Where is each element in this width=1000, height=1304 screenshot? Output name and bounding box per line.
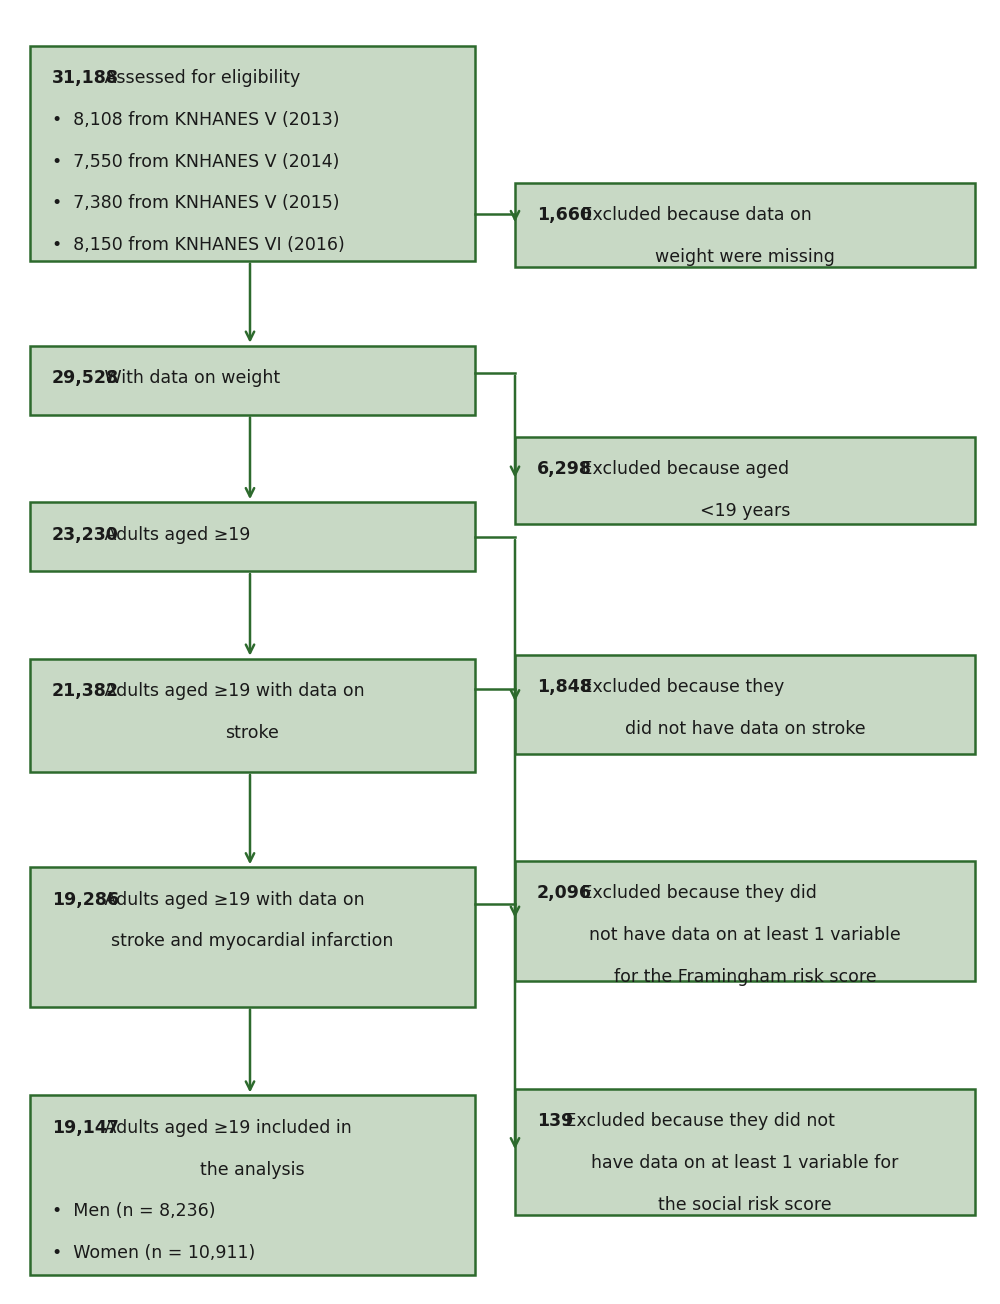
Text: 23,230: 23,230	[52, 526, 119, 544]
Text: 21,382: 21,382	[52, 682, 119, 700]
Text: •  8,108 from KNHANES V (2013): • 8,108 from KNHANES V (2013)	[52, 111, 340, 129]
Text: 1,848: 1,848	[537, 678, 592, 696]
Bar	[30, 1095, 475, 1275]
Text: •  8,150 from KNHANES VI (2016): • 8,150 from KNHANES VI (2016)	[52, 236, 345, 254]
Text: Excluded because aged: Excluded because aged	[576, 460, 789, 479]
Text: Excluded because they: Excluded because they	[576, 678, 784, 696]
Text: Adults aged ≥19 with data on: Adults aged ≥19 with data on	[99, 891, 364, 909]
Bar	[30, 867, 475, 1007]
Text: Adults aged ≥19 with data on: Adults aged ≥19 with data on	[99, 682, 364, 700]
Text: •  7,380 from KNHANES V (2015): • 7,380 from KNHANES V (2015)	[52, 194, 340, 213]
Bar	[515, 1089, 975, 1215]
Text: not have data on at least 1 variable: not have data on at least 1 variable	[589, 926, 901, 944]
Text: 29,528: 29,528	[52, 369, 119, 387]
Bar	[30, 346, 475, 415]
Text: stroke and myocardial infarction: stroke and myocardial infarction	[111, 932, 394, 951]
Bar	[515, 437, 975, 524]
Text: Adults aged ≥19: Adults aged ≥19	[99, 526, 250, 544]
Text: Assessed for eligibility: Assessed for eligibility	[99, 69, 300, 87]
Text: 1,660: 1,660	[537, 206, 592, 224]
Text: the analysis: the analysis	[200, 1161, 305, 1179]
Text: Adults aged ≥19 included in: Adults aged ≥19 included in	[99, 1119, 352, 1137]
Bar	[515, 655, 975, 754]
Text: 6,298: 6,298	[537, 460, 592, 479]
Bar	[30, 46, 475, 261]
Text: 139: 139	[537, 1112, 573, 1131]
Text: •  Men (n = 8,236): • Men (n = 8,236)	[52, 1202, 216, 1221]
Text: stroke: stroke	[226, 724, 279, 742]
Text: •  Women (n = 10,911): • Women (n = 10,911)	[52, 1244, 255, 1262]
Text: for the Framingham risk score: for the Framingham risk score	[614, 968, 876, 986]
Text: have data on at least 1 variable for: have data on at least 1 variable for	[591, 1154, 899, 1172]
Text: 19,286: 19,286	[52, 891, 119, 909]
Text: 19,147: 19,147	[52, 1119, 119, 1137]
Text: weight were missing: weight were missing	[655, 248, 835, 266]
Text: did not have data on stroke: did not have data on stroke	[625, 720, 865, 738]
Text: 31,188: 31,188	[52, 69, 119, 87]
Text: Excluded because they did not: Excluded because they did not	[560, 1112, 835, 1131]
Text: the social risk score: the social risk score	[658, 1196, 832, 1214]
Bar	[515, 861, 975, 981]
Bar	[30, 659, 475, 772]
Text: •  7,550 from KNHANES V (2014): • 7,550 from KNHANES V (2014)	[52, 153, 339, 171]
Bar	[30, 502, 475, 571]
Text: Excluded because data on: Excluded because data on	[576, 206, 812, 224]
Text: <19 years: <19 years	[700, 502, 790, 520]
Text: Excluded because they did: Excluded because they did	[576, 884, 817, 902]
Text: 2,096: 2,096	[537, 884, 592, 902]
Bar	[515, 183, 975, 267]
Text: With data on weight: With data on weight	[99, 369, 280, 387]
